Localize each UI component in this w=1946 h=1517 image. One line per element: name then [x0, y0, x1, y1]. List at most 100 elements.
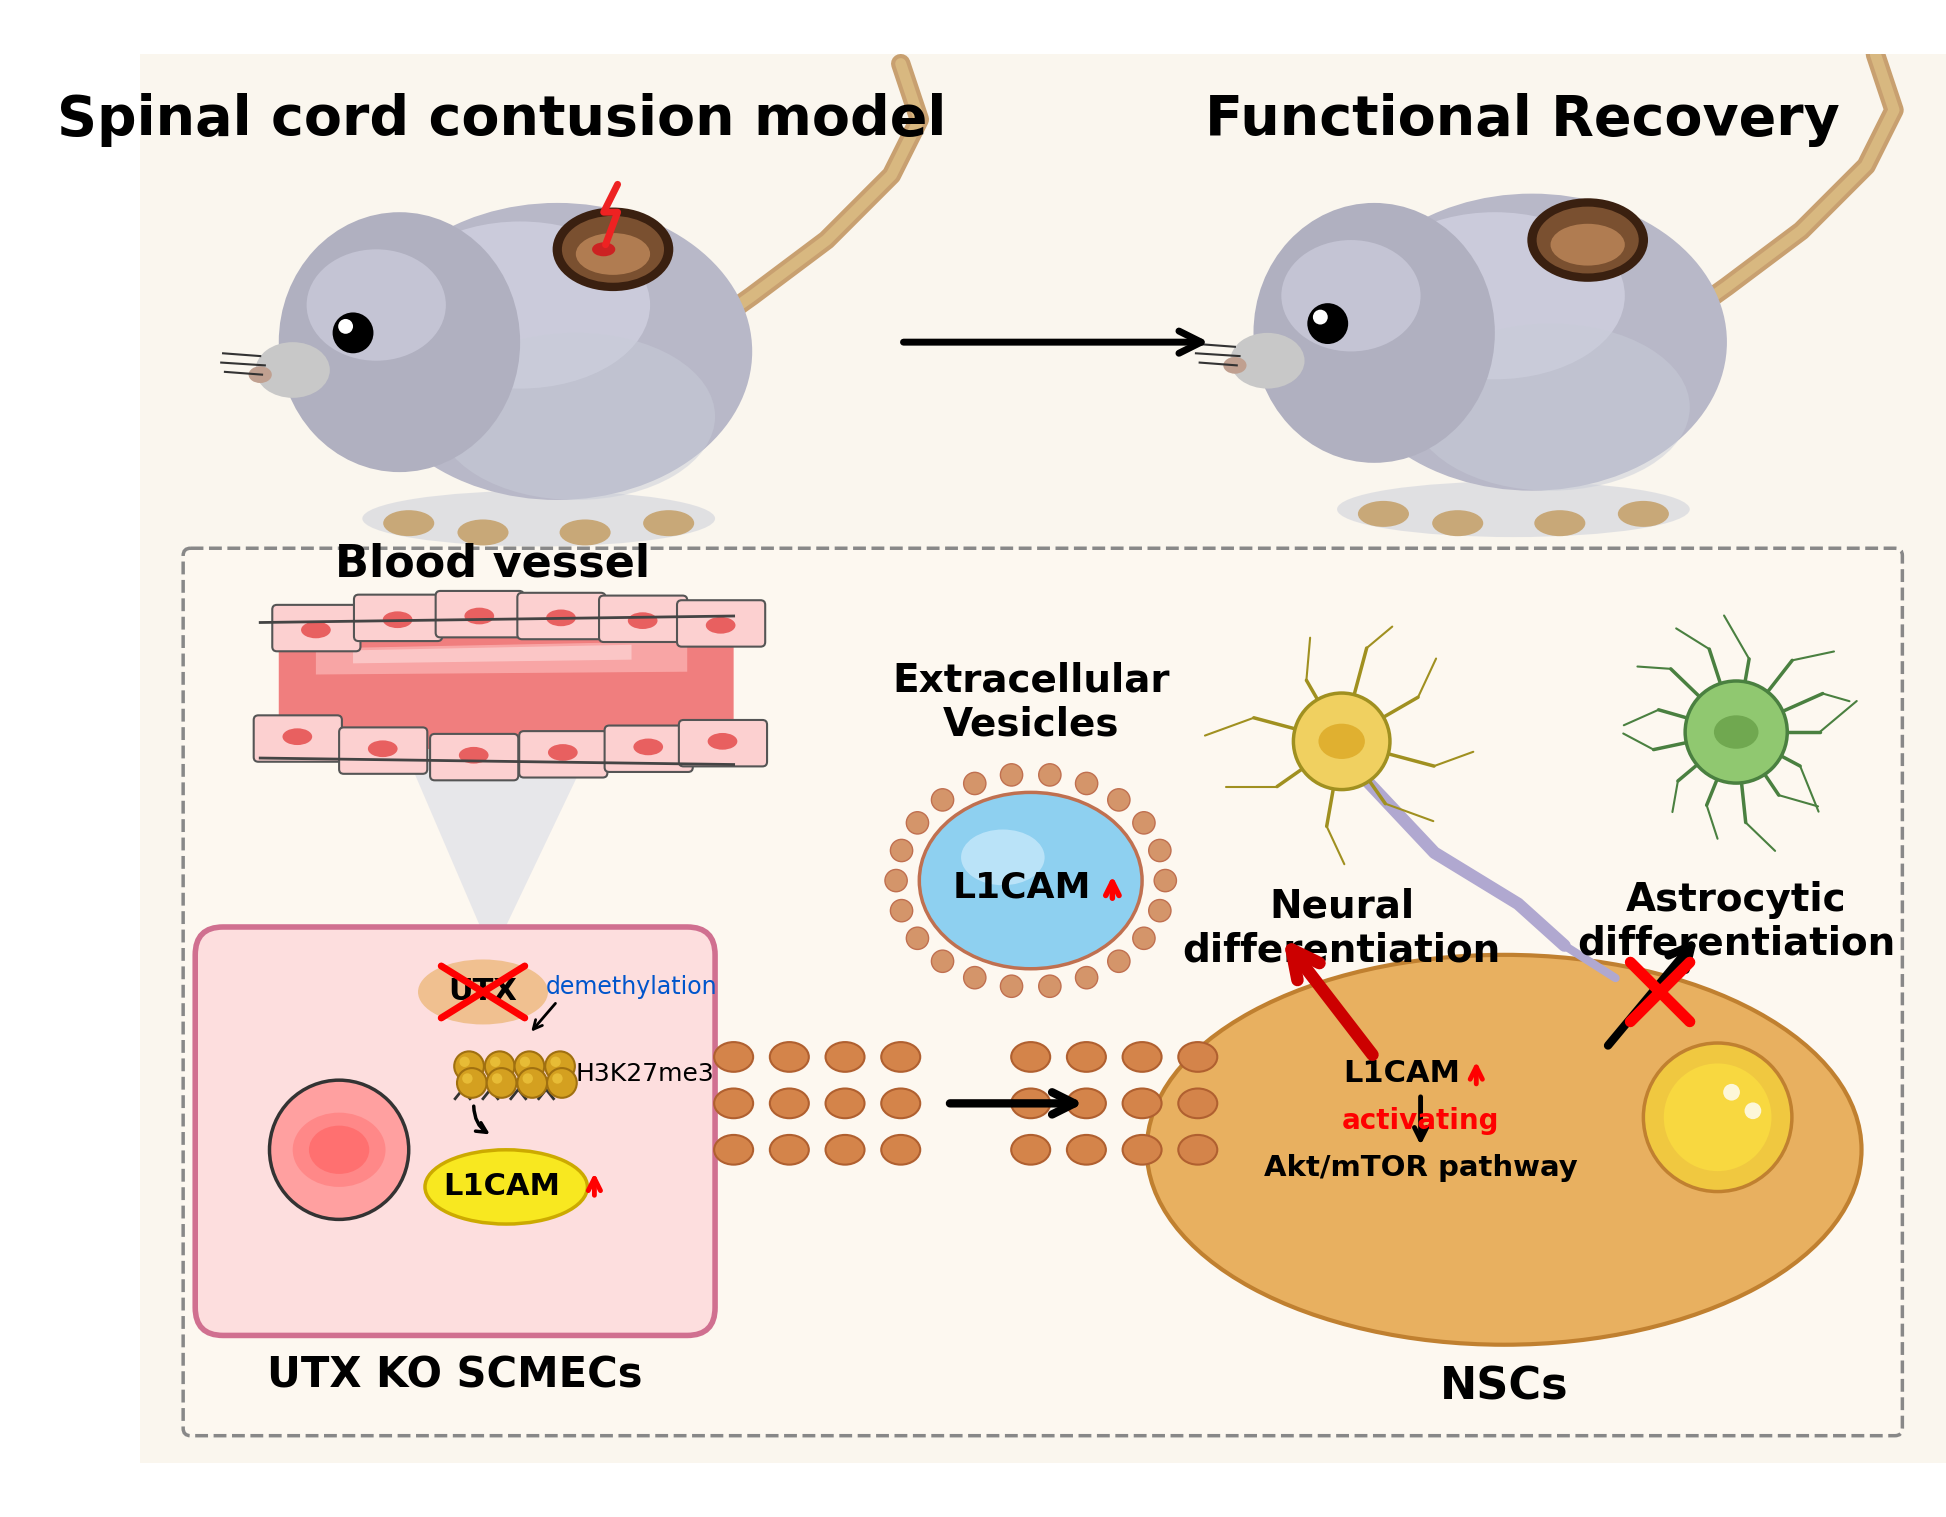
Circle shape [963, 772, 987, 795]
Polygon shape [409, 760, 586, 954]
Ellipse shape [1253, 203, 1495, 463]
Ellipse shape [1066, 1089, 1105, 1118]
Circle shape [1076, 966, 1098, 989]
Ellipse shape [255, 343, 329, 397]
Ellipse shape [457, 519, 508, 546]
Ellipse shape [961, 830, 1045, 886]
Ellipse shape [436, 332, 714, 501]
FancyBboxPatch shape [195, 927, 714, 1335]
Circle shape [1148, 839, 1171, 862]
Ellipse shape [629, 613, 658, 630]
Ellipse shape [714, 1135, 753, 1165]
Circle shape [1107, 950, 1131, 972]
Circle shape [1076, 772, 1098, 795]
Polygon shape [352, 645, 632, 663]
Ellipse shape [465, 608, 494, 625]
Circle shape [1308, 303, 1349, 344]
FancyBboxPatch shape [354, 595, 442, 642]
Circle shape [1724, 1083, 1740, 1100]
Text: H3K27me3: H3K27me3 [576, 1062, 714, 1086]
Circle shape [1107, 789, 1131, 812]
Ellipse shape [383, 611, 413, 628]
Ellipse shape [302, 622, 331, 639]
Text: Blood vessel: Blood vessel [335, 543, 650, 586]
Circle shape [1642, 1044, 1792, 1191]
Circle shape [932, 950, 954, 972]
Ellipse shape [1146, 954, 1862, 1344]
Ellipse shape [825, 1135, 864, 1165]
Ellipse shape [1364, 212, 1625, 379]
Ellipse shape [919, 792, 1142, 969]
Circle shape [1133, 927, 1156, 950]
Ellipse shape [368, 740, 397, 757]
Circle shape [1039, 975, 1061, 997]
Circle shape [490, 1056, 500, 1066]
Ellipse shape [424, 1150, 588, 1224]
Ellipse shape [1177, 1042, 1218, 1073]
Text: NSCs: NSCs [1440, 1365, 1568, 1408]
Ellipse shape [576, 234, 650, 275]
Circle shape [551, 1056, 560, 1066]
Ellipse shape [825, 1042, 864, 1073]
Ellipse shape [1012, 1089, 1051, 1118]
Ellipse shape [1347, 229, 1391, 288]
Text: L1CAM: L1CAM [952, 871, 1090, 906]
FancyBboxPatch shape [677, 601, 765, 646]
Ellipse shape [1432, 510, 1483, 536]
Circle shape [333, 313, 374, 353]
Ellipse shape [560, 519, 611, 546]
Ellipse shape [362, 490, 714, 546]
Circle shape [485, 1051, 514, 1082]
Text: Astrocytic
differentiation: Astrocytic differentiation [1576, 880, 1895, 963]
Text: L1CAM: L1CAM [1343, 1059, 1461, 1088]
Ellipse shape [553, 208, 673, 291]
Circle shape [457, 1068, 486, 1098]
Text: Neural
differentiation: Neural differentiation [1183, 887, 1500, 969]
FancyBboxPatch shape [520, 731, 607, 778]
Circle shape [463, 1074, 473, 1083]
FancyBboxPatch shape [599, 596, 687, 642]
Circle shape [891, 900, 913, 922]
Ellipse shape [771, 1089, 810, 1118]
Circle shape [486, 1068, 516, 1098]
Text: Extracellular
Vesicles: Extracellular Vesicles [891, 661, 1170, 743]
Ellipse shape [1617, 501, 1670, 526]
Ellipse shape [307, 249, 446, 361]
Ellipse shape [249, 366, 272, 382]
Ellipse shape [1537, 206, 1639, 273]
FancyBboxPatch shape [436, 592, 523, 637]
Ellipse shape [1012, 1135, 1051, 1165]
Circle shape [492, 1074, 502, 1083]
Ellipse shape [1337, 194, 1726, 490]
Ellipse shape [383, 510, 434, 536]
Ellipse shape [714, 1089, 753, 1118]
Circle shape [891, 839, 913, 862]
Ellipse shape [882, 1135, 920, 1165]
Ellipse shape [1123, 1135, 1162, 1165]
Circle shape [453, 1051, 485, 1082]
Ellipse shape [1528, 199, 1648, 282]
Ellipse shape [282, 728, 311, 745]
Circle shape [963, 966, 987, 989]
FancyBboxPatch shape [518, 593, 605, 639]
FancyBboxPatch shape [339, 728, 428, 774]
Circle shape [514, 1051, 545, 1082]
Ellipse shape [1533, 510, 1586, 536]
Circle shape [523, 1074, 533, 1083]
Ellipse shape [372, 238, 416, 297]
Ellipse shape [547, 610, 576, 627]
Ellipse shape [714, 1042, 753, 1073]
Ellipse shape [1319, 724, 1364, 758]
Circle shape [1744, 1103, 1761, 1120]
Ellipse shape [1123, 1089, 1162, 1118]
Ellipse shape [309, 1126, 370, 1174]
Ellipse shape [1177, 1089, 1218, 1118]
Circle shape [547, 1068, 576, 1098]
Ellipse shape [882, 1042, 920, 1073]
Ellipse shape [825, 1089, 864, 1118]
Ellipse shape [1714, 716, 1759, 749]
Polygon shape [315, 642, 687, 675]
Ellipse shape [1177, 1135, 1218, 1165]
FancyBboxPatch shape [272, 605, 360, 651]
Text: UTX KO SCMECs: UTX KO SCMECs [267, 1355, 642, 1396]
